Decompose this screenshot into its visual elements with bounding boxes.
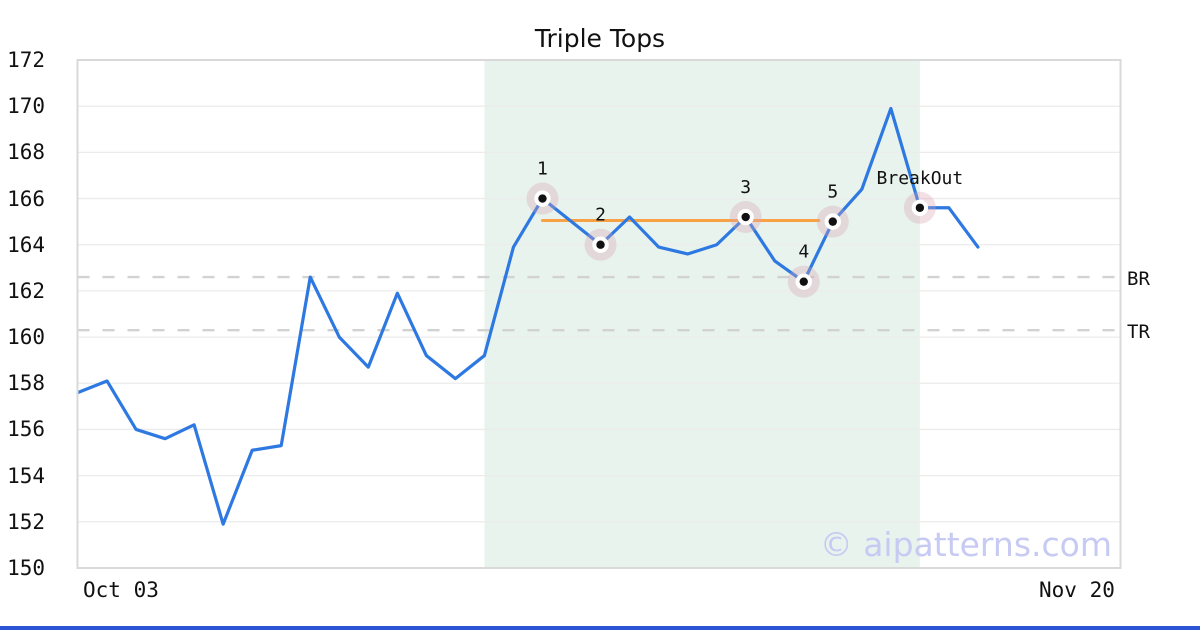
marker-dot (799, 277, 808, 286)
marker-dot (741, 212, 750, 222)
annotation-label-2: 2 (595, 205, 606, 226)
y-tick-label: 152 (7, 509, 45, 534)
y-tick-label: 150 (7, 556, 45, 580)
chart-title: Triple Tops (534, 24, 666, 53)
y-tick-label: 166 (7, 186, 45, 211)
y-tick-label: 162 (7, 278, 45, 303)
y-tick-label: 156 (7, 417, 45, 442)
y-tick-label: 160 (7, 325, 45, 350)
y-tick-label: 168 (7, 140, 45, 165)
bottom-accent-bar (0, 626, 1200, 630)
y-tick-label: 172 (7, 48, 45, 72)
trigger-level-label: TR (1127, 321, 1150, 344)
annotation-label-4: 4 (798, 242, 809, 263)
breakout-level-label: BR (1127, 268, 1150, 291)
annotation-label-5: 5 (827, 182, 838, 203)
annotation-label-1: 1 (537, 159, 548, 180)
annotation-label-breakout: BreakOut (877, 168, 964, 189)
x-axis-label-last: Nov 20 (1039, 578, 1115, 602)
watermark-text: © aipatterns.com (819, 525, 1112, 564)
price-line (76, 106, 980, 526)
plot-border (76, 59, 1122, 569)
x-axis-label-first: Oct 03 (83, 578, 159, 602)
annotation-label-3: 3 (740, 177, 751, 198)
y-tick-label: 164 (7, 232, 45, 257)
marker-dot (596, 240, 605, 249)
marker-dot (915, 203, 925, 212)
y-tick-label: 170 (7, 94, 45, 119)
y-tick-label: 158 (7, 371, 45, 396)
pattern-highlight-region (484, 60, 920, 568)
marker-dot (538, 194, 547, 203)
marker-dot (828, 217, 837, 226)
y-tick-label: 154 (7, 463, 45, 488)
